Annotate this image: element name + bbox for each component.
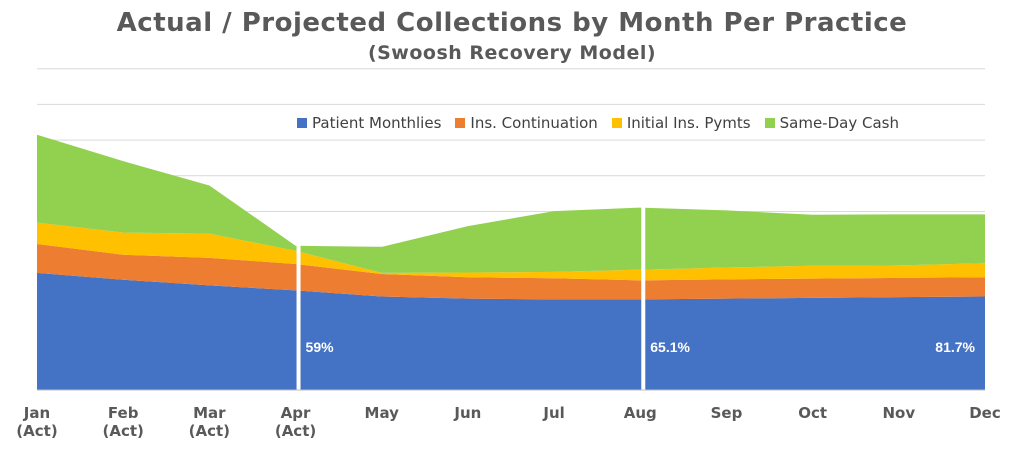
legend-swatch (455, 118, 466, 128)
legend-swatch (611, 118, 622, 128)
area-initial-ins-pymts (37, 222, 985, 281)
chart-subtitle: (Swoosh Recovery Model) (367, 42, 657, 64)
legend-swatch (297, 118, 307, 128)
x-tick-label: Oct (798, 404, 827, 422)
area-patient-monthlies (37, 272, 985, 390)
annotation-label: 59% (306, 339, 335, 355)
x-tick-label: Jun (453, 404, 481, 422)
legend-item-patient-monthlies: Patient Monthlies (297, 114, 441, 132)
x-tick-label: Sep (711, 404, 743, 422)
legend-item-initial-ins-pymts: Initial Ins. Pymts (611, 114, 751, 132)
legend-label: Same-Day Cash (779, 114, 899, 132)
legend-label: Initial Ins. Pymts (626, 114, 751, 132)
legend-item-same-day-cash: Same-Day Cash (764, 114, 899, 132)
legend-label: Patient Monthlies (312, 114, 442, 132)
annotation-label: 81.7% (935, 339, 975, 355)
x-tick-label: Dec (969, 404, 1001, 422)
legend-item-ins-continuation: Ins. Continuation (455, 114, 598, 132)
x-tick-label: Jan (Act) (16, 404, 57, 440)
x-tick-label: Jul (542, 404, 564, 422)
x-tick-label: Feb (Act) (102, 404, 143, 440)
annotation-label: 65.1% (650, 339, 690, 355)
x-tick-label: Aug (624, 404, 657, 422)
area-same-day-cash (37, 134, 985, 273)
x-tick-label: May (365, 404, 400, 422)
legend-label: Ins. Continuation (470, 114, 598, 132)
chart-title: Actual / Projected Collections by Month … (116, 8, 908, 38)
x-tick-label: Apr (Act) (275, 404, 316, 440)
area-ins-continuation (37, 243, 985, 300)
legend-swatch (764, 118, 775, 128)
x-tick-label: Nov (882, 404, 915, 422)
x-tick-label: Mar (Act) (189, 404, 230, 440)
chart-legend: Patient Monthlies Ins. Continuation Initia… (297, 114, 899, 132)
